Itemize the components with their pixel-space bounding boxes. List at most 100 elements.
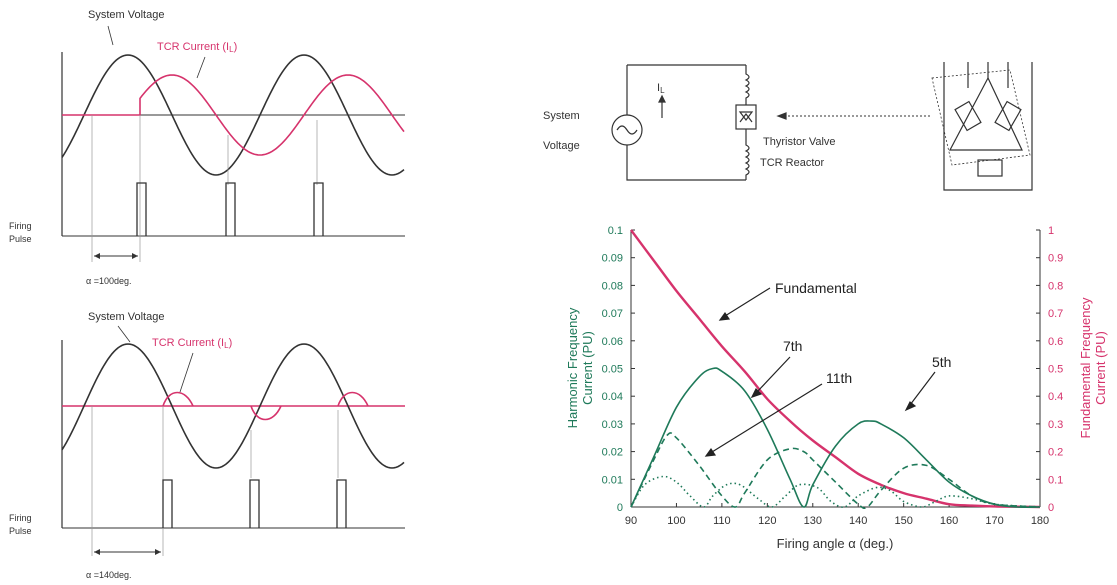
circuit-wires <box>626 64 746 181</box>
x-tick-label: 130 <box>804 515 822 527</box>
series-7th-line <box>630 432 1041 510</box>
x-tick-label: 150 <box>894 515 912 527</box>
tcr-current-pulse <box>337 391 369 407</box>
x-tick-label: 120 <box>758 515 776 527</box>
harmonic-chart: 90 100 110 120 130 140 150 160 170 180 0 0.01 0.02 0… <box>565 225 1108 551</box>
thyristor-valve-label: Thyristor Valve <box>763 136 836 148</box>
firing-pulse <box>313 182 324 236</box>
system-voltage-wave <box>61 54 405 176</box>
left-tick-label: 0.03 <box>602 419 623 431</box>
arrowhead <box>704 447 717 457</box>
system-voltage-label: System Voltage <box>88 9 164 21</box>
left-tick-label: 0.08 <box>602 280 623 292</box>
left-axis-title-line2: Current (PU) <box>580 331 595 405</box>
delta-triangle <box>949 76 1023 151</box>
firing-label: Firing <box>9 221 32 231</box>
arrowhead <box>904 401 917 412</box>
tcr-current-wave <box>62 74 405 156</box>
label-pointer <box>179 352 194 393</box>
right-tick-label: 0.1 <box>1048 474 1063 486</box>
tcr-reactor-label: TCR Reactor <box>760 157 825 169</box>
firing-pulse <box>336 479 347 528</box>
label-pointer <box>107 25 114 46</box>
left-axis-title-line1: Harmonic Frequency <box>565 307 580 428</box>
right-tick-label: 0.6 <box>1048 336 1063 348</box>
right-axis-title-line2: Current (PU) <box>1093 331 1108 405</box>
waveform-panel-bottom: System Voltage TCR Current (IL) Firing P… <box>9 311 405 580</box>
series-fundamental-line <box>630 229 1041 509</box>
pulse-label: Pulse <box>9 234 32 244</box>
left-tick-label: 0 <box>617 502 623 514</box>
pointer-arrowhead <box>776 112 787 120</box>
reactor-coil-lower <box>744 129 750 180</box>
tick-marks <box>630 229 1041 508</box>
x-tick-label: 180 <box>1031 515 1049 527</box>
x-axis-title: Firing angle α (deg.) <box>777 536 894 551</box>
current-arrowhead <box>658 94 666 103</box>
left-tick-labels: 0 0.01 0.02 0.03 0.04 0.05 0.06 0.07 0.08 0.09 0.1 <box>602 225 623 514</box>
left-tick-label: 0.1 <box>608 225 623 237</box>
right-tick-label: 0.3 <box>1048 419 1063 431</box>
delta-branch-valve <box>994 100 1022 132</box>
left-tick-label: 0.09 <box>602 253 623 265</box>
left-tick-label: 0.07 <box>602 308 623 320</box>
tcr-current-pulse <box>250 405 282 421</box>
arrow-5th <box>909 371 936 406</box>
arrow-fundamental <box>724 287 771 317</box>
right-tick-label: 0 <box>1048 502 1054 514</box>
firing-pulse <box>136 182 147 236</box>
x-tick-label: 90 <box>625 515 637 527</box>
arrow-11th <box>711 383 823 453</box>
series-lines <box>630 229 1041 510</box>
tcr-current-label: TCR Current (IL) <box>152 337 232 350</box>
right-tick-label: 0.9 <box>1048 253 1063 265</box>
x-tick-label: 170 <box>985 515 1003 527</box>
annotation-5th: 5th <box>932 354 951 370</box>
annotation-arrows <box>704 287 936 457</box>
tcr-current-pulse <box>162 391 194 407</box>
x-tick-labels: 90 100 110 120 130 140 150 160 170 180 <box>625 515 1049 527</box>
delta-branch-valve <box>954 100 982 132</box>
firing-pulse <box>162 479 173 528</box>
delta-branch-valve <box>977 159 1003 177</box>
reactor-coil-upper <box>744 65 750 105</box>
left-tick-label: 0.02 <box>602 447 623 459</box>
sine-glyph <box>616 125 638 135</box>
right-tick-label: 0.5 <box>1048 364 1063 376</box>
pulse-label: Pulse <box>9 526 32 536</box>
right-tick-label: 0.2 <box>1048 447 1063 459</box>
thyristor-glyph <box>738 111 754 123</box>
left-tick-label: 0.04 <box>602 391 623 403</box>
system-voltage-wave <box>61 343 405 469</box>
label-pointer <box>196 56 206 79</box>
dotted-highlight <box>931 69 1031 166</box>
series-5th-line <box>630 367 1041 509</box>
x-tick-label: 100 <box>667 515 685 527</box>
circuit-current-label: IL <box>657 82 665 95</box>
system-voltage-label: System Voltage <box>88 311 164 323</box>
x-tick-label: 140 <box>849 515 867 527</box>
tcr-circuit <box>611 62 1033 191</box>
left-tick-label: 0.01 <box>602 474 623 486</box>
right-tick-label: 1 <box>1048 225 1054 237</box>
arrow-7th <box>756 356 791 393</box>
firing-pulse <box>249 479 260 528</box>
right-tick-label: 0.8 <box>1048 280 1063 292</box>
annotation-7th: 7th <box>783 338 802 354</box>
alpha-value-label: α =100deg. <box>86 276 132 286</box>
right-tick-labels: 0 0.1 0.2 0.3 0.4 0.5 0.6 0.7 0.8 0.9 1 <box>1048 225 1063 514</box>
source-label-line2: Voltage <box>543 140 580 152</box>
arrowhead <box>718 311 731 321</box>
left-tick-label: 0.05 <box>602 364 623 376</box>
firing-label: Firing <box>9 513 32 523</box>
x-tick-label: 110 <box>713 515 731 527</box>
arrowhead <box>750 387 763 399</box>
thyristor-valve-symbol <box>735 104 757 130</box>
waveform-panel-top: System Voltage TCR Current (IL) Firing P… <box>9 9 405 286</box>
x-tick-label: 160 <box>940 515 958 527</box>
tcr-current-label: TCR Current (IL) <box>157 41 237 54</box>
delta-feeders <box>967 62 1009 88</box>
alpha-value-label: α =140deg. <box>86 570 132 580</box>
annotation-fundamental: Fundamental <box>775 280 857 296</box>
